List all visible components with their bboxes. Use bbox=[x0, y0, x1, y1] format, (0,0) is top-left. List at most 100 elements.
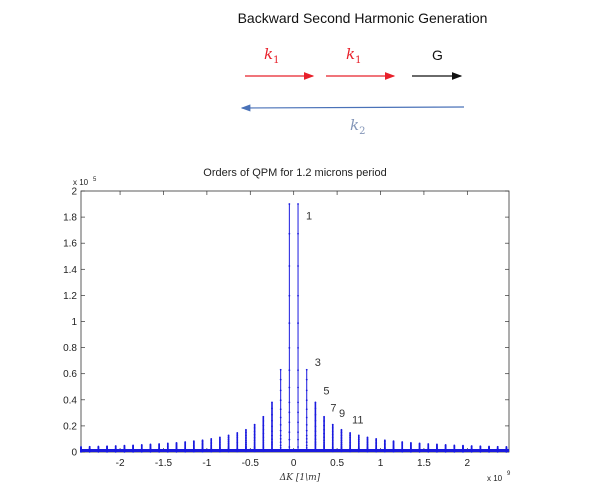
y-tick-label: 1.2 bbox=[63, 291, 77, 302]
peak-point bbox=[314, 401, 317, 404]
peak-point bbox=[253, 430, 256, 433]
peak-point bbox=[470, 445, 473, 447]
peak-point bbox=[245, 428, 247, 431]
peak-point bbox=[253, 426, 256, 429]
peak-point bbox=[305, 449, 308, 452]
order-label: 5 bbox=[323, 386, 329, 398]
peak-point bbox=[140, 444, 143, 446]
peak-point bbox=[201, 442, 204, 445]
peak-point bbox=[357, 440, 360, 443]
peak-point bbox=[375, 445, 378, 448]
peak-point bbox=[88, 445, 91, 448]
peak-point bbox=[262, 420, 265, 422]
peak-point bbox=[245, 434, 247, 437]
k1-label-b: k1 bbox=[346, 45, 361, 66]
peak-point bbox=[279, 449, 282, 452]
peak-point bbox=[262, 415, 265, 418]
peak-point bbox=[262, 446, 265, 449]
peak-point bbox=[314, 445, 317, 447]
peak-point bbox=[357, 442, 360, 445]
peak-point bbox=[297, 203, 299, 205]
peak-point bbox=[245, 437, 247, 439]
peak-point bbox=[279, 446, 282, 449]
peak-point bbox=[210, 438, 213, 440]
peak-point bbox=[219, 436, 221, 439]
peak-point bbox=[279, 378, 282, 381]
peak-point bbox=[245, 441, 247, 444]
peak-point bbox=[479, 445, 482, 448]
peak-point bbox=[245, 439, 247, 442]
peak-point bbox=[279, 368, 282, 371]
peak-point bbox=[288, 386, 291, 389]
peak-point bbox=[383, 440, 386, 443]
peak-point bbox=[314, 447, 317, 449]
peak-point bbox=[210, 439, 213, 442]
peak-point bbox=[236, 436, 239, 439]
peak-point bbox=[201, 440, 204, 443]
peak-point bbox=[323, 415, 325, 418]
peak-point bbox=[262, 444, 265, 446]
k2-label: k2 bbox=[350, 116, 365, 137]
peak-point bbox=[288, 446, 291, 448]
peak-point bbox=[271, 430, 273, 433]
peak-point bbox=[297, 322, 299, 324]
peak-point bbox=[340, 443, 343, 446]
chart-title: Orders of QPM for 1.2 microns period bbox=[203, 167, 386, 179]
peak-point bbox=[331, 430, 334, 433]
peak-point bbox=[323, 444, 325, 446]
diagram-title: Backward Second Harmonic Generation bbox=[237, 10, 488, 26]
x-axis-label: ΔK [1\m] bbox=[279, 473, 321, 483]
peak-point bbox=[401, 441, 404, 443]
peak-point bbox=[427, 443, 430, 445]
peak-point bbox=[349, 441, 352, 443]
x-tick-label: -1 bbox=[202, 458, 211, 469]
peak-point bbox=[331, 436, 334, 439]
peak-point bbox=[323, 420, 325, 422]
peak-point bbox=[192, 440, 195, 443]
peak-point bbox=[305, 378, 308, 381]
order-label: 7 bbox=[330, 403, 336, 415]
peak-point bbox=[297, 369, 299, 372]
peak-point bbox=[106, 445, 108, 448]
peak-point bbox=[288, 421, 291, 424]
y-tick-label: 0.4 bbox=[63, 395, 77, 406]
peak-point bbox=[340, 428, 343, 431]
peak-point bbox=[253, 445, 256, 448]
peak-point bbox=[271, 419, 273, 422]
peak-point bbox=[349, 436, 352, 439]
peak-point bbox=[383, 442, 386, 445]
order-label: 11 bbox=[352, 414, 363, 426]
peak-point bbox=[297, 232, 299, 235]
peak-point bbox=[297, 431, 299, 434]
peak-point bbox=[401, 443, 404, 446]
y-tick-label: 0.2 bbox=[63, 421, 77, 432]
peak-point bbox=[262, 428, 265, 431]
peak-point bbox=[375, 439, 378, 442]
peak-point bbox=[288, 322, 291, 324]
peak-point bbox=[383, 443, 386, 446]
peak-point bbox=[314, 425, 317, 428]
peak-point bbox=[219, 443, 221, 446]
peak-point bbox=[357, 438, 360, 441]
peak-point bbox=[201, 444, 204, 447]
peak-point bbox=[305, 389, 308, 392]
peak-point bbox=[340, 437, 343, 439]
peak-point bbox=[375, 438, 378, 440]
peak-point bbox=[340, 431, 343, 434]
peak-point bbox=[297, 438, 299, 441]
peak-point bbox=[340, 446, 343, 449]
peak-point bbox=[297, 294, 299, 297]
peak-point bbox=[323, 446, 325, 449]
y-tick-label: 1.6 bbox=[63, 239, 77, 250]
peak-point bbox=[253, 436, 256, 439]
peak-point bbox=[227, 442, 230, 445]
peak-point bbox=[297, 386, 299, 389]
peak-point bbox=[279, 444, 282, 447]
peak-point bbox=[219, 446, 221, 449]
peak-point bbox=[409, 441, 412, 444]
peak-point bbox=[366, 438, 369, 441]
plot-area bbox=[80, 190, 510, 453]
x-scale-label: x 10 bbox=[487, 474, 503, 483]
peak-point bbox=[288, 431, 291, 434]
